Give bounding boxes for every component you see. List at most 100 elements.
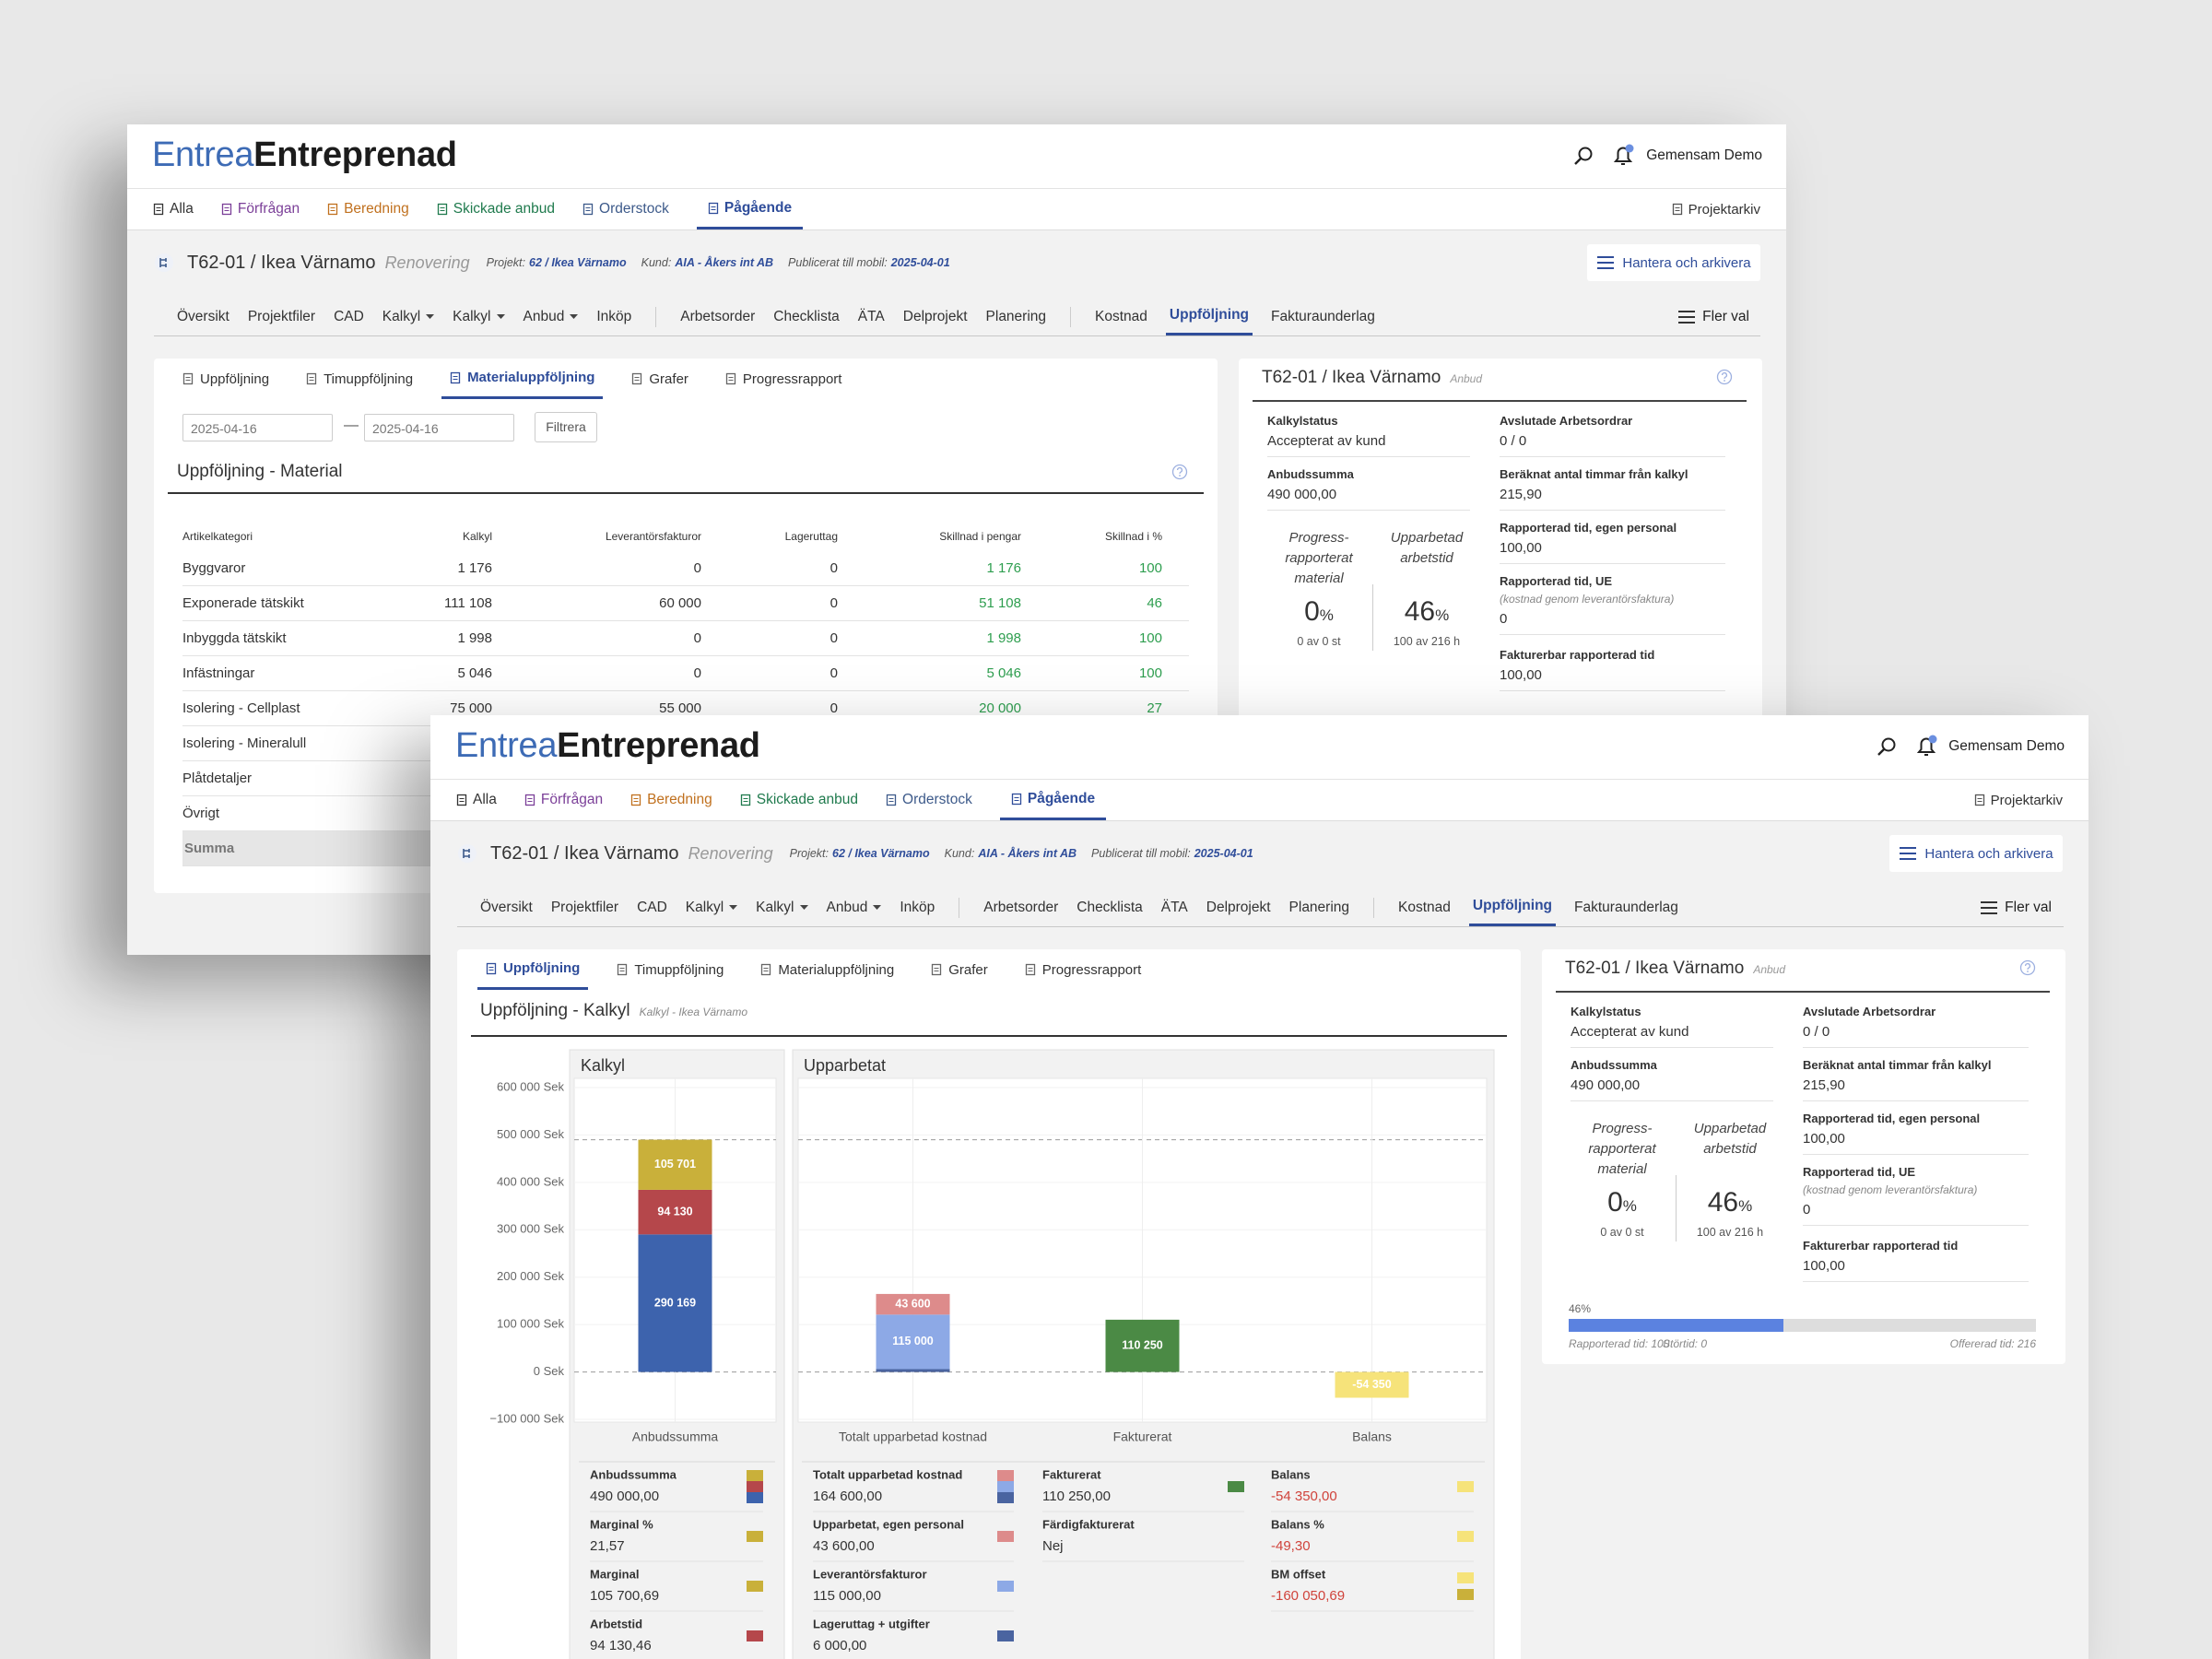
table-cell: 100 [1138, 630, 1162, 646]
field-rule [1267, 510, 1470, 511]
tab-icon [456, 794, 467, 806]
nav-item[interactable]: Översikt [480, 888, 533, 926]
row-rule [182, 620, 1189, 621]
nav-label: Checklista [1077, 899, 1143, 915]
nav-item[interactable]: Uppföljning [1468, 888, 1557, 926]
tab[interactable]: Orderstock [582, 189, 669, 229]
nav-item[interactable]: Projektfiler [248, 298, 315, 335]
field-label: Fakturerbar rapporterad tid [1500, 648, 1655, 662]
search-icon[interactable] [1876, 736, 1898, 759]
notification-icon[interactable] [1611, 143, 1635, 169]
nav-item[interactable]: Checklista [773, 298, 840, 335]
nav-item[interactable]: Arbetsorder [983, 888, 1058, 926]
nav-item[interactable]: Fakturaunderlag [1574, 888, 1678, 926]
gauge-detail: 0 av 0 st [1297, 635, 1341, 648]
subtab[interactable]: Uppföljning [174, 359, 277, 399]
subtab[interactable]: Progressrapport [717, 359, 851, 399]
icon-shape [1672, 203, 1682, 216]
row-rule [182, 690, 1189, 691]
gauge-value: 0% [1264, 596, 1374, 628]
nav-item[interactable]: Planering [986, 298, 1047, 335]
table-cell: 55 000 [659, 700, 701, 716]
manage-button[interactable]: Hantera och arkivera [1587, 244, 1760, 281]
tab[interactable]: Pågående [696, 189, 804, 229]
more-menu[interactable]: Fler val [1677, 298, 1749, 335]
manage-button[interactable]: Hantera och arkivera [1889, 835, 2063, 872]
tab[interactable]: Förfrågan [221, 189, 300, 229]
nav-item[interactable]: CAD [637, 888, 667, 926]
subtab[interactable]: Grafer [623, 359, 697, 399]
nav-item[interactable]: Inköp [900, 888, 935, 926]
app-window: EntreaEntreprenad Gemensam Demo Alla Förfrå… [430, 715, 2088, 1659]
tab[interactable]: Pågående [999, 780, 1107, 820]
tab[interactable]: Alla [153, 189, 194, 229]
nav-item[interactable]: ÄTA [858, 298, 885, 335]
legend-value: Nej [1042, 1538, 1064, 1554]
nav-item[interactable]: Kalkyl [756, 888, 808, 926]
progress-track [1569, 1319, 2036, 1332]
icon-shape [1877, 747, 1886, 756]
tab[interactable]: Orderstock [886, 780, 972, 820]
archive-link[interactable]: Projektarkiv [1672, 189, 1760, 229]
nav-item[interactable]: Anbud [524, 298, 579, 335]
notification-icon[interactable] [1914, 734, 1938, 759]
nav-item[interactable]: Arbetsorder [680, 298, 755, 335]
tab-label: Skickade anbud [756, 792, 859, 807]
nav-item[interactable]: CAD [334, 298, 364, 335]
nav-item[interactable]: Projektfiler [551, 888, 618, 926]
date-input[interactable]: 2025-04-16 [364, 414, 514, 441]
progress-footer: Störtid: 0 [1663, 1337, 1708, 1350]
tab[interactable]: Förfrågan [524, 780, 603, 820]
nav-item[interactable]: ÄTA [1161, 888, 1188, 926]
field-value: 490 000,00 [1571, 1077, 1641, 1093]
subtab[interactable]: Grafer [923, 949, 996, 990]
nav-item[interactable]: Kalkyl [686, 888, 738, 926]
tab[interactable]: Beredning [327, 189, 409, 229]
nav-item[interactable]: Kalkyl [453, 298, 505, 335]
subtab[interactable]: Materialuppföljning [752, 949, 902, 990]
manage-label: Hantera och arkivera [1924, 845, 2053, 862]
legend-swatch [747, 1492, 763, 1503]
help-icon[interactable] [1171, 464, 1188, 480]
table-cell: 46 [1147, 595, 1162, 611]
nav-item[interactable]: Delprojekt [1206, 888, 1271, 926]
subtab[interactable]: Timuppföljning [608, 949, 732, 990]
tab[interactable]: Skickade anbud [437, 189, 555, 229]
legend-value: 490 000,00 [590, 1488, 659, 1504]
subtab[interactable]: Uppföljning [477, 949, 589, 990]
nav-item[interactable]: Anbud [827, 888, 882, 926]
tab-icon [761, 963, 771, 976]
subtab[interactable]: Progressrapport [1017, 949, 1150, 990]
date-input[interactable]: 2025-04-16 [182, 414, 333, 441]
filter-button[interactable]: Filtrera [535, 412, 597, 442]
nav-item[interactable]: Checklista [1077, 888, 1143, 926]
user-menu[interactable]: Gemensam Demo [1646, 147, 1762, 163]
nav-label: Kalkyl [756, 899, 794, 915]
nav-item[interactable]: Inköp [596, 298, 631, 335]
nav-item[interactable]: Delprojekt [903, 298, 968, 335]
tab[interactable]: Alla [456, 780, 497, 820]
help-icon[interactable] [2019, 959, 2036, 976]
help-icon[interactable] [1716, 369, 1733, 385]
nav-item[interactable]: Kostnad [1095, 298, 1147, 335]
nav-item[interactable]: Uppföljning [1165, 298, 1253, 335]
search-icon[interactable] [1572, 146, 1594, 168]
tab[interactable]: Skickade anbud [740, 780, 858, 820]
subtab[interactable]: Timuppföljning [298, 359, 421, 399]
nav-item[interactable]: Planering [1289, 888, 1350, 926]
nav-item[interactable]: Översikt [177, 298, 229, 335]
project-meta: Kund: AIA - Åkers int AB [641, 256, 773, 269]
tab[interactable]: Beredning [630, 780, 712, 820]
archive-link[interactable]: Projektarkiv [1974, 780, 2063, 820]
tab-icon [524, 794, 535, 806]
nav-label: Inköp [900, 899, 935, 915]
nav-item[interactable]: Kostnad [1398, 888, 1451, 926]
subtab[interactable]: Materialuppföljning [441, 359, 604, 399]
gauge-caption: Upparbetad arbetstid [1693, 1121, 1767, 1157]
user-menu[interactable]: Gemensam Demo [1948, 738, 2065, 754]
meta-value: AIA - Åkers int AB [978, 847, 1077, 860]
nav-item[interactable]: Kalkyl [382, 298, 435, 335]
nav-item[interactable]: Fakturaunderlag [1271, 298, 1375, 335]
panel-title: Upparbetat [804, 1056, 886, 1075]
more-menu[interactable]: Fler val [1980, 888, 2052, 926]
